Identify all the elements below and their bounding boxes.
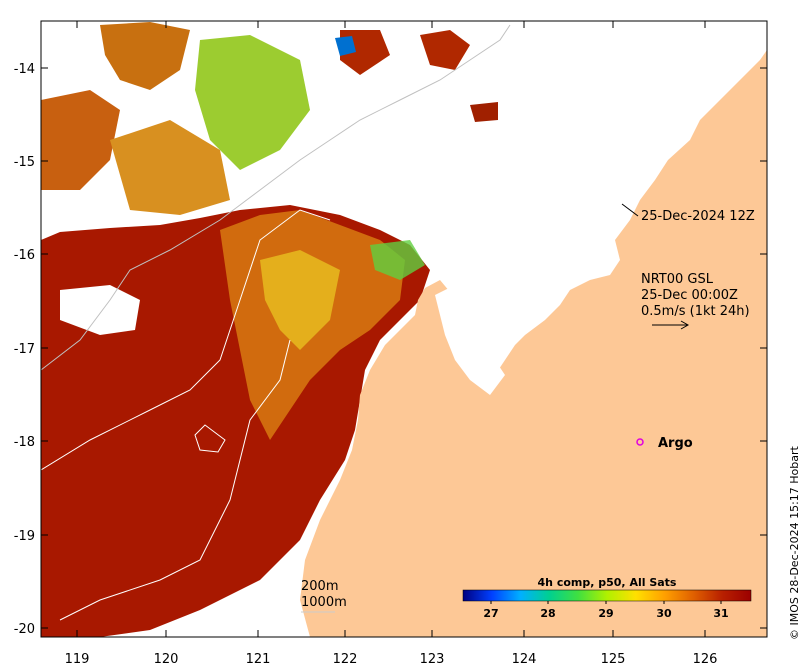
contour-small-loop [194,424,226,453]
sst-green-patch [370,240,425,280]
plot-area [41,21,767,637]
x-tick-label: 123 [420,652,445,667]
cloud-peninsula [435,285,505,395]
sst-north-patch-4 [110,120,230,215]
x-tick-label: 120 [154,652,179,667]
colorbar [462,589,752,602]
colorbar-label: 28 [540,607,555,620]
scale-arrow-icon [652,320,690,330]
y-tick-label: -17 [14,342,35,357]
contour-1000m [41,209,331,621]
x-tick-label: 124 [512,652,537,667]
colorbar-label: 31 [713,607,728,620]
sst-yellow-patch [260,250,340,350]
sst-north-patch-3 [41,90,120,190]
y-tick-label: -14 [14,62,35,77]
y-tick-label: -19 [14,529,35,544]
y-tick-label: -15 [14,155,35,170]
x-tick-label: 125 [601,652,626,667]
colorbar-labels: 27 28 29 30 31 [483,601,729,620]
sst-north-patch-2 [195,35,310,170]
argo-label: Argo [658,436,693,451]
y-axis: -14 -15 -16 -17 -18 -19 -20 [14,62,767,637]
argo-marker-icon [636,438,644,446]
date-label: 25-Dec-2024 12Z [641,209,755,224]
contour-1000m-label: 1000m [301,595,347,610]
y-tick-label: -18 [14,435,35,450]
colorbar-label: 27 [483,607,498,620]
x-axis: 119 120 121 122 123 124 125 126 [65,21,718,667]
sst-north-patch-8 [470,102,498,122]
sst-north-patch-1 [100,22,190,90]
colorbar-title: 4h comp, p50, All Sats [538,576,677,589]
sst-north-patch-6 [335,36,356,56]
colorbar-label: 29 [598,607,613,620]
credit-text: © IMOS 28-Dec-2024 15:17 Hobart [788,445,801,640]
contour-200m-label: 200m [301,579,338,594]
current-label-title: NRT00 GSL [641,272,714,287]
x-tick-label: 122 [333,652,358,667]
cloud-gap [60,285,140,335]
x-tick-label: 119 [65,652,90,667]
sst-north-patch-7 [420,30,470,70]
contour-200m [41,24,511,371]
y-tick-label: -16 [14,248,35,263]
y-tick-label: -20 [14,622,35,637]
colorbar-label: 30 [656,607,672,620]
current-label-time: 25-Dec 00:00Z [641,288,738,303]
date-leader-line [621,203,639,217]
x-tick-label: 126 [693,652,718,667]
x-tick-label: 121 [246,652,271,667]
land-mass [300,21,767,637]
current-label-scale: 0.5m/s (1kt 24h) [641,304,750,319]
plot-frame [40,20,768,638]
